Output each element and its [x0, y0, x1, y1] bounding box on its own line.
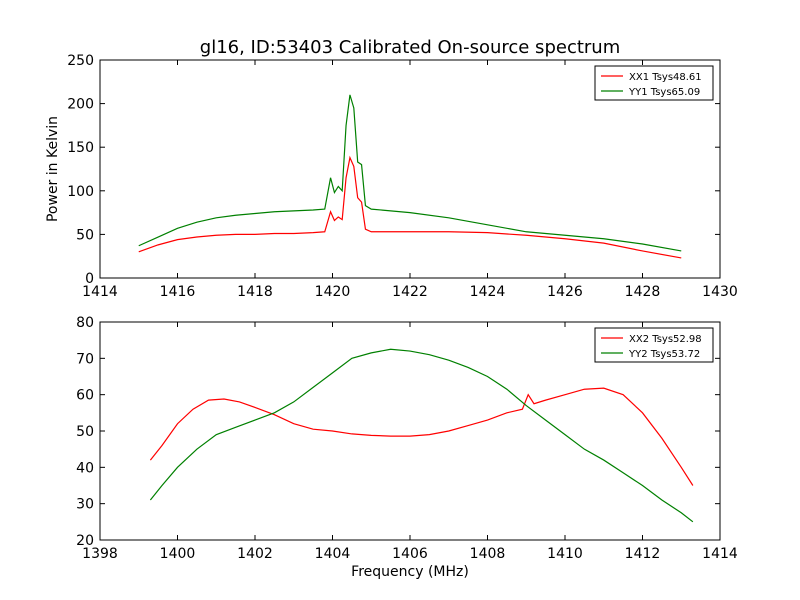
top-panel-legend: XX1 Tsys48.61 YY1 Tsys65.09 — [594, 65, 714, 101]
y-tick-label: 0 — [85, 271, 94, 287]
x-tick-label: 1422 — [392, 284, 428, 300]
chart-title: gl16, ID:53403 Calibrated On-source spec… — [200, 37, 620, 58]
x-tick-label: 1410 — [547, 546, 583, 562]
x-tick-label: 1414 — [702, 546, 738, 562]
x-tick-label: 1418 — [237, 284, 273, 300]
y-tick-label: 40 — [76, 460, 94, 476]
x-tick-label: 1420 — [315, 284, 351, 300]
x-tick-label: 1398 — [82, 546, 118, 562]
y-tick-label: 30 — [76, 497, 94, 513]
y-tick-label: 50 — [76, 227, 94, 243]
y-tick-label: 200 — [67, 97, 94, 113]
x-tick-label: 1412 — [625, 546, 661, 562]
bottom-panel: 1398 1400 1402 1404 1406 1408 1410 1412 1414 20 30… — [76, 315, 738, 580]
x-tick-label: 1424 — [470, 284, 506, 300]
series-line-xx — [138, 155, 682, 259]
y-tick-label: 20 — [76, 533, 94, 549]
legend-label: XX2 Tsys52.98 — [629, 334, 702, 345]
x-tick-label: 1406 — [392, 546, 428, 562]
legend-label: YY2 Tsys53.72 — [628, 349, 700, 360]
series-line-yy — [149, 348, 694, 523]
top-panel-axes: 1414 1416 1418 1420 1422 1424 1426 1428 1430 0 50 1… — [67, 53, 738, 300]
top-panel-series — [138, 94, 682, 259]
x-tick-label: 1416 — [160, 284, 196, 300]
bottom-panel-series — [149, 348, 694, 523]
y-tick-label: 80 — [76, 315, 94, 331]
series-line-yy — [138, 94, 682, 252]
x-tick-label: 1404 — [315, 546, 351, 562]
y-tick-label: 250 — [67, 53, 94, 69]
x-tick-label: 1402 — [237, 546, 273, 562]
x-tick-label: 1430 — [702, 284, 738, 300]
legend-label: YY1 Tsys65.09 — [628, 87, 700, 98]
x-tick-label: 1408 — [470, 546, 506, 562]
x-tick-label: 1426 — [547, 284, 583, 300]
y-tick-label: 150 — [67, 140, 94, 156]
x-tick-label: 1428 — [625, 284, 661, 300]
top-panel: 1414 1416 1418 1420 1422 1424 1426 1428 1430 0 50 1… — [45, 53, 738, 300]
bottom-panel-legend: XX2 Tsys52.98 YY2 Tsys53.72 — [594, 327, 714, 363]
bottom-panel-xlabel: Frequency (MHz) — [351, 564, 469, 580]
x-tick-label: 1414 — [82, 284, 118, 300]
y-tick-label: 100 — [67, 184, 94, 200]
legend-box — [594, 327, 714, 363]
x-tick-label: 1400 — [160, 546, 196, 562]
bottom-panel-axes: 1398 1400 1402 1404 1406 1408 1410 1412 1414 20 30… — [76, 315, 738, 562]
y-tick-label: 60 — [76, 388, 94, 404]
y-tick-label: 70 — [76, 351, 94, 367]
y-tick-label: 50 — [76, 424, 94, 440]
top-panel-ylabel: Power in Kelvin — [45, 116, 61, 222]
legend-box — [594, 65, 714, 101]
series-line-xx — [149, 387, 694, 486]
legend-label: XX1 Tsys48.61 — [629, 72, 702, 83]
